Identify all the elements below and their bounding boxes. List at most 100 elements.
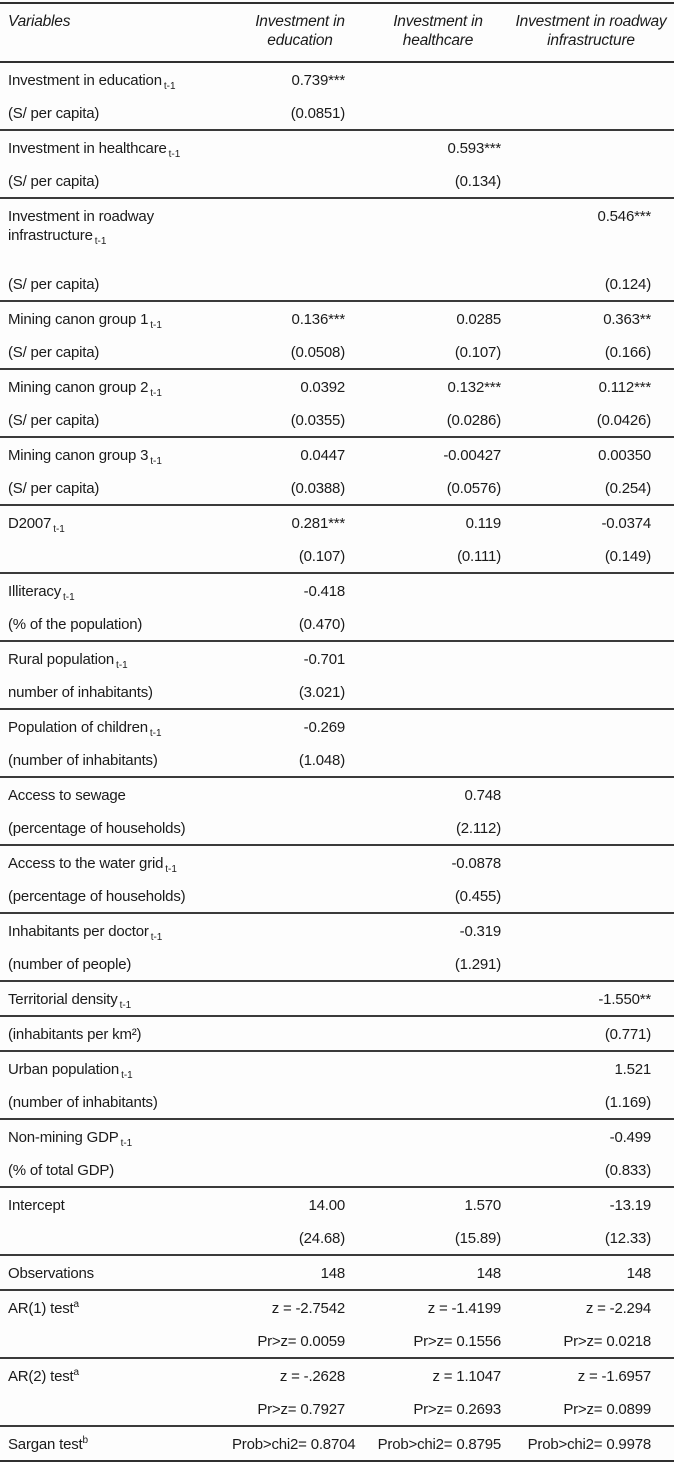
value-cell: 0.363** <box>508 300 674 335</box>
value-cell <box>232 1153 368 1187</box>
row-label: (percentage of households) <box>8 888 186 905</box>
value-cell: (0.455) <box>454 888 501 905</box>
value-cell: (0.0388) <box>290 480 345 497</box>
value-cell: Pr>z= 0.0899 <box>563 1401 651 1418</box>
value-cell <box>368 61 508 96</box>
row-label: Observations <box>0 1254 232 1290</box>
table-row: (number of inhabitants) (1.169) <box>0 1085 674 1119</box>
value-cell: 148 <box>232 1254 368 1290</box>
value-cell <box>368 572 508 607</box>
value-cell <box>368 708 508 743</box>
table-row: (S/ per capita) (0.134) <box>0 164 674 198</box>
table-row: (S/ per capita) (0.124) <box>0 251 674 301</box>
time-lag-subscript: t-1 <box>163 81 176 92</box>
value-cell: 0.546*** <box>508 197 674 251</box>
value-cell: 0.0392 <box>232 368 368 403</box>
time-lag-subscript: t-1 <box>120 1138 133 1149</box>
table-row: Investment in roadway infrastructure t-1 0… <box>0 197 674 251</box>
value-cell <box>232 1050 368 1085</box>
table-header: Variables Investment in education Invest… <box>0 3 674 63</box>
table-row: (inhabitants per km²) (0.771) <box>0 1015 674 1051</box>
table-group: Access to sewage 0.748 (percentage of hous… <box>0 776 674 845</box>
time-lag-subscript: t-1 <box>150 932 163 943</box>
value-cell <box>368 1118 508 1153</box>
column-header-variables: Variables <box>0 3 232 63</box>
row-label: Investment in roadway infrastructure t-1 <box>0 197 232 251</box>
time-lag-subscript: t-1 <box>150 320 162 331</box>
value-cell: Pr>z= 0.1556 <box>413 1333 501 1350</box>
value-cell: Prob>chi2= 0.9978 <box>508 1425 674 1461</box>
time-lag-subscript: t-1 <box>168 149 181 160</box>
table-group: Illiteracy t-1 -0.418 (% of the population)… <box>0 572 674 641</box>
time-lag-subscript: t-1 <box>149 728 162 739</box>
table-group: Intercept 14.00 1.570 -13.19 (24.68) (15.89)(… <box>0 1186 674 1255</box>
row-label: Investment in healthcare t-1 <box>0 129 232 164</box>
value-cell <box>232 879 368 913</box>
table-row: Sargan testb Prob>chi2= 0.8704 Prob>chi2= … <box>0 1425 674 1461</box>
value-cell: Pr>z= 0.7927 <box>257 1401 345 1418</box>
value-cell: (0.0508) <box>290 344 345 361</box>
footnote-superscript: a <box>73 1299 80 1310</box>
value-cell <box>368 1153 508 1187</box>
value-cell <box>508 164 674 198</box>
value-cell <box>232 844 368 879</box>
value-cell: Pr>z= 0.0059 <box>257 1333 345 1350</box>
value-cell <box>232 947 368 981</box>
value-cell <box>508 776 674 811</box>
row-label: Intercept <box>0 1186 232 1221</box>
table-row: AR(2) testa z = -.2628 z = 1.1047 z = -1.69… <box>0 1357 674 1392</box>
table-group: Territorial density t-1 -1.550** <box>0 980 674 1016</box>
table-row: Rural population t-1 -0.701 <box>0 640 674 675</box>
row-label <box>0 1221 232 1255</box>
value-cell: 0.281*** <box>232 504 368 539</box>
value-cell <box>232 164 368 198</box>
value-cell: (0.107) <box>454 344 501 361</box>
value-cell: 0.112*** <box>508 368 674 403</box>
value-cell: (0.166) <box>604 344 651 361</box>
column-header-investment-healthcare: Investment in healthcare <box>368 3 508 63</box>
value-cell: (1.169) <box>604 1094 651 1111</box>
table-group: Investment in education t-1 0.739*** (S/ pe… <box>0 61 674 130</box>
value-cell: -0.418 <box>232 572 368 607</box>
value-cell <box>368 96 508 130</box>
value-cell <box>232 1085 368 1119</box>
value-cell: (0.149) <box>604 548 651 565</box>
row-label: Rural population t-1 <box>0 640 232 675</box>
table-row: (percentage of households) (2.112) <box>0 811 674 845</box>
footnote-superscript: b <box>82 1435 89 1446</box>
row-label <box>0 1324 232 1358</box>
row-label: (percentage of households) <box>8 820 186 837</box>
value-cell <box>232 776 368 811</box>
row-label: Population of children t-1 <box>0 708 232 743</box>
value-cell <box>508 947 674 981</box>
value-cell: -0.0878 <box>368 844 508 879</box>
value-cell: 0.119 <box>368 504 508 539</box>
table-row: (S/ per capita) (0.0355) (0.0286) (0.0426) <box>0 403 674 437</box>
value-cell: -0.499 <box>508 1118 674 1153</box>
table-row: (S/ per capita) (0.0388) (0.0576) (0.254) <box>0 471 674 505</box>
value-cell <box>368 1085 508 1119</box>
row-label: (S/ per capita) <box>8 480 100 497</box>
row-label: Access to sewage <box>0 776 232 811</box>
header-row: Variables Investment in education Invest… <box>0 3 674 63</box>
time-lag-subscript: t-1 <box>94 236 107 247</box>
table-row: (S/ per capita) (0.0508) (0.107) (0.166) <box>0 335 674 369</box>
value-cell: (3.021) <box>298 684 345 701</box>
value-cell <box>508 743 674 777</box>
time-lag-subscript: t-1 <box>119 1000 132 1011</box>
row-label: Non-mining GDP t-1 <box>0 1118 232 1153</box>
value-cell: 14.00 <box>232 1186 368 1221</box>
value-cell: (0.134) <box>454 173 501 190</box>
table-group: (inhabitants per km²) (0.771) <box>0 1015 674 1051</box>
value-cell: z = 1.1047 <box>368 1357 508 1392</box>
footnote-superscript: a <box>73 1367 80 1378</box>
value-cell <box>508 675 674 709</box>
value-cell <box>232 980 368 1016</box>
table-group: Mining canon group 3 t-1 0.0447 -0.00427 0.0… <box>0 436 674 505</box>
table-row: (percentage of households) (0.455) <box>0 879 674 913</box>
row-label <box>0 1392 232 1426</box>
value-cell <box>368 607 508 641</box>
row-label: (S/ per capita) <box>8 344 100 361</box>
value-cell: -0.269 <box>232 708 368 743</box>
